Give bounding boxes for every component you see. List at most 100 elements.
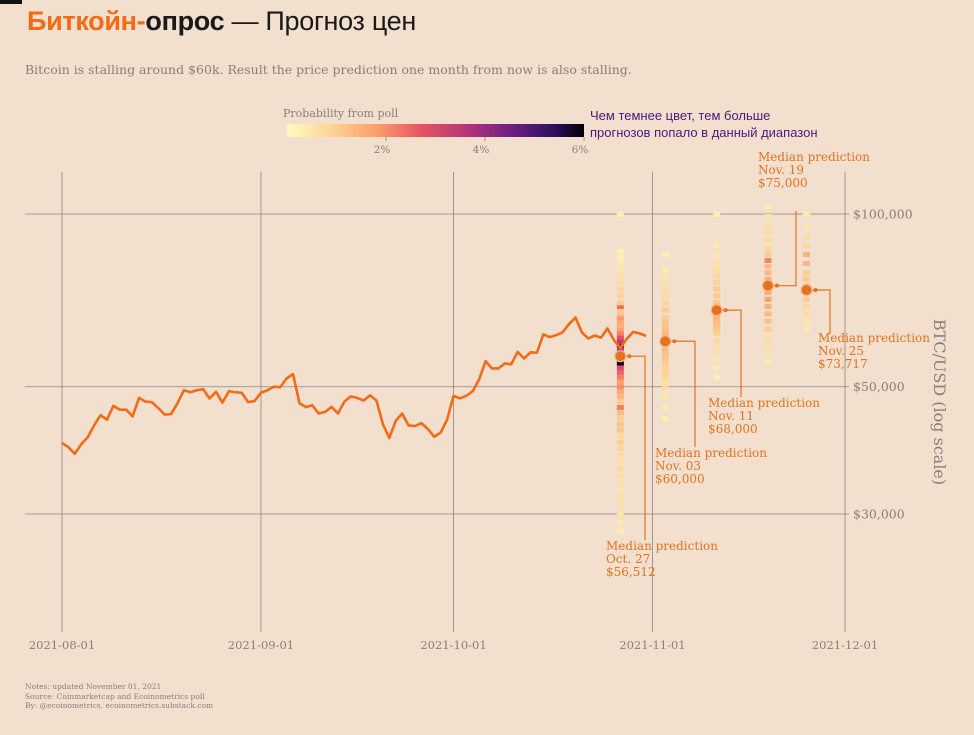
heatmap-cell	[616, 404, 624, 410]
colorbar-label: Probability from poll	[283, 107, 399, 120]
heatmap-cell	[616, 439, 624, 445]
heatmap-cell	[661, 293, 669, 299]
heatmap-cell	[661, 384, 669, 390]
footer-notes: Notes: updated November 01, 2021 Source:…	[25, 682, 213, 711]
median-marker	[659, 335, 672, 348]
heatmap-cell	[616, 421, 624, 427]
median-label-line: Nov. 03	[655, 459, 701, 473]
median-label-line: Nov. 25	[818, 344, 864, 358]
heatmap-cell	[616, 528, 624, 534]
heatmap-cell	[616, 300, 624, 306]
y-tick-label: $30,000	[853, 507, 905, 522]
heatmap-cell	[802, 296, 810, 302]
heatmap-cell	[713, 293, 721, 299]
heatmap-cell	[616, 254, 624, 260]
heatmap-cell	[661, 404, 669, 410]
poll-heatmap	[616, 204, 810, 534]
median-label-line: Nov. 19	[758, 163, 804, 177]
heatmap-cell	[616, 286, 624, 292]
median-marker	[710, 303, 723, 317]
heatmap-cell	[661, 347, 669, 353]
corner-marker	[0, 0, 22, 4]
heatmap-cell	[616, 379, 624, 385]
heatmap-cell	[661, 416, 669, 422]
heatmap-cell	[764, 237, 772, 243]
median-label-line: Median prediction	[818, 331, 930, 345]
heatmap-cell	[616, 273, 624, 279]
heatmap-cell	[661, 307, 669, 313]
median-callout-dot	[627, 354, 632, 359]
heatmap-cell	[616, 260, 624, 266]
title-part-3: — Прогноз цен	[224, 6, 417, 36]
heatmap-cell	[764, 360, 772, 366]
grid-lines	[25, 172, 846, 632]
heatmap-cell	[616, 369, 624, 375]
heatmap-cell	[661, 379, 669, 385]
heatmap-cell	[802, 260, 810, 266]
note-source: Source: Coinmarketcap and Ecoinometrics …	[25, 691, 205, 701]
heatmap-cell	[616, 480, 624, 486]
heatmap-cell	[616, 446, 624, 452]
median-label-line: Median prediction	[606, 539, 718, 553]
heatmap-cell	[616, 279, 624, 285]
heatmap-cell	[661, 286, 669, 292]
median-callout-line	[670, 340, 696, 447]
heatmap-cell	[616, 433, 624, 439]
legend-annotation-line: прогнозов попало в данный диапазон	[590, 125, 818, 140]
median-callout-line	[721, 309, 742, 397]
heatmap-cell	[616, 342, 624, 348]
heatmap-cell	[713, 315, 721, 321]
heatmap-cell	[802, 224, 810, 230]
heatmap-cell	[616, 315, 624, 321]
price-series	[61, 316, 647, 456]
median-marker	[761, 279, 775, 292]
median-callout-dot	[672, 339, 677, 344]
median-label-line: Nov. 11	[708, 409, 754, 423]
heatmap-cell	[764, 334, 772, 340]
page-title: Биткойн-опрос — Прогноз цен	[27, 6, 416, 37]
x-tick-label: 2021-08-01	[29, 638, 95, 652]
heatmap-cell	[616, 374, 624, 380]
median-label-line: Oct. 27	[606, 552, 650, 566]
heatmap-cell	[616, 365, 624, 371]
heatmap-cell	[764, 289, 772, 295]
median-callout-line	[772, 211, 797, 287]
heatmap-cell	[713, 355, 721, 361]
heatmap-cell	[616, 293, 624, 299]
heatmap-cell	[764, 311, 772, 317]
x-tick-label: 2021-12-01	[812, 638, 878, 652]
heatmap-cell	[616, 249, 624, 255]
heatmap-cell	[661, 394, 669, 400]
heatmap-cell	[764, 246, 772, 252]
heatmap-cell	[661, 322, 669, 328]
heatmap-cell	[713, 273, 721, 279]
heatmap-cell	[616, 399, 624, 405]
heatmap-cell	[616, 466, 624, 472]
heatmap-cell	[616, 334, 624, 340]
heatmap-cell	[764, 229, 772, 235]
heatmap-cell	[802, 270, 810, 276]
heatmap-cell	[616, 495, 624, 501]
heatmap-cell	[661, 355, 669, 361]
heatmap-cell	[713, 330, 721, 336]
note-by: By: @ecoinometrics, ecoinometrics.substa…	[25, 701, 214, 710]
heatmap-cell	[616, 503, 624, 509]
heatmap-cell	[713, 300, 721, 306]
heatmap-cell	[661, 300, 669, 306]
heatmap-cell	[616, 347, 624, 353]
median-callout-line	[811, 289, 831, 334]
heatmap-cell	[713, 243, 721, 249]
median-label-line: $73,717	[818, 357, 868, 371]
heatmap-cell	[661, 374, 669, 380]
heatmap-cell	[764, 303, 772, 309]
heatmap-cell	[661, 251, 669, 257]
heatmap-cell	[616, 511, 624, 517]
heatmap-cell	[802, 211, 810, 217]
heatmap-cell	[616, 318, 624, 324]
median-callout-dot	[774, 283, 779, 288]
subtitle: Bitcoin is stalling around $60k. Result …	[25, 62, 632, 77]
median-callout-dot	[723, 308, 728, 313]
title-part-1: Биткойн-	[27, 6, 146, 36]
heatmap-cell	[661, 318, 669, 324]
heatmap-cell	[764, 296, 772, 302]
